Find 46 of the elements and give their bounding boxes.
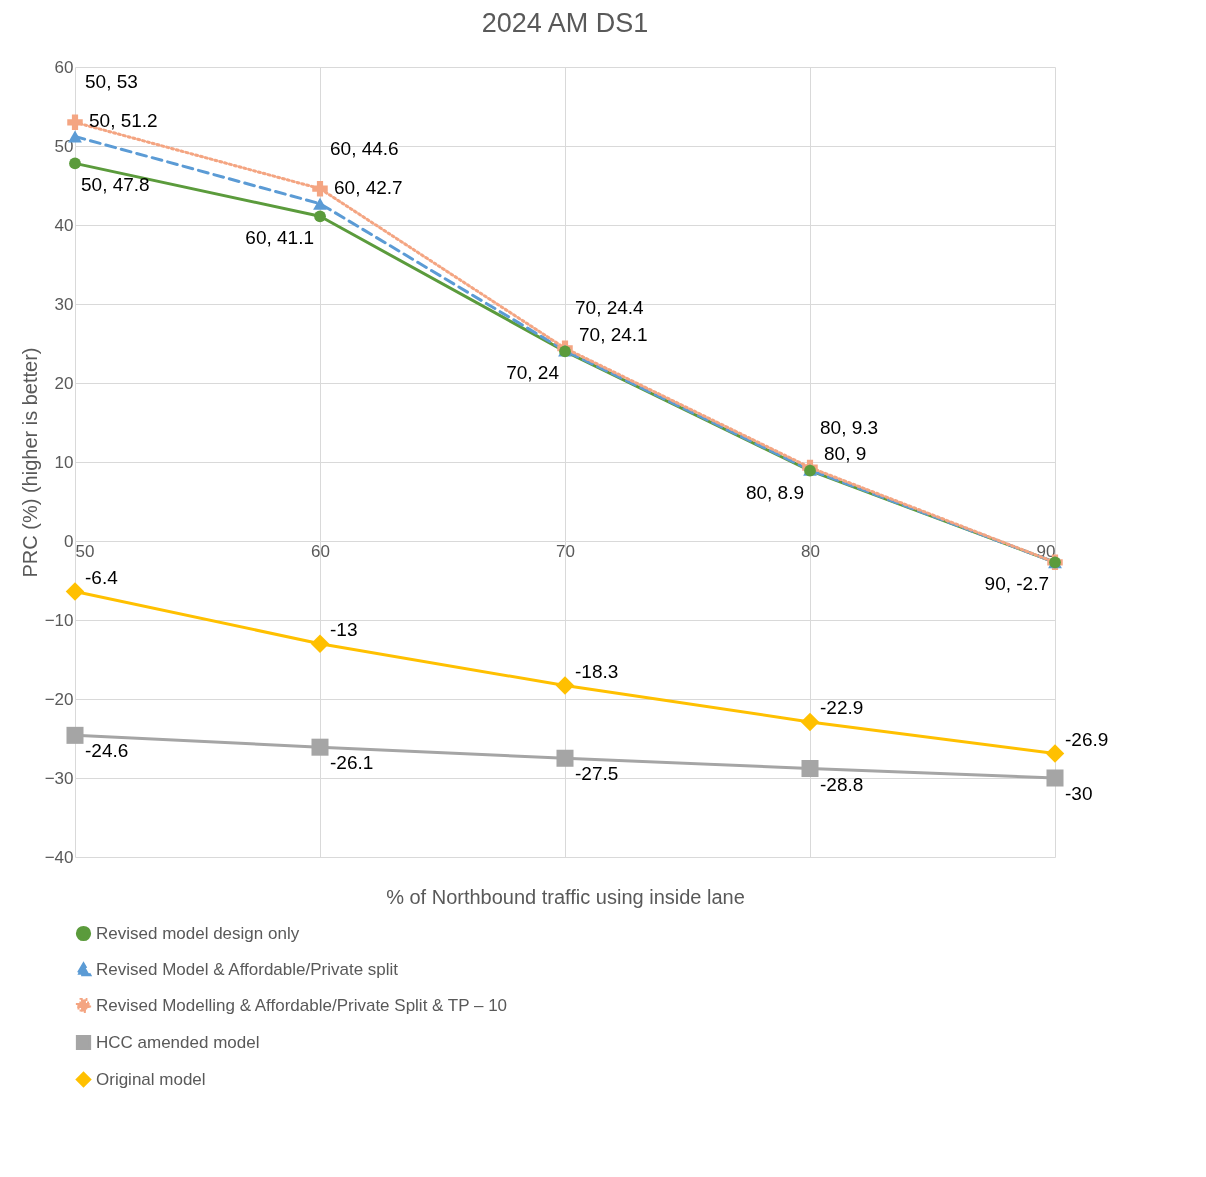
y-tick-label: 0 — [64, 531, 74, 551]
x-axis-title: % of Northbound traffic using inside lane — [386, 885, 745, 908]
data-label: 70, 24 — [506, 362, 560, 384]
y-tick-label: −20 — [44, 689, 74, 709]
data-label: 90, -2.7 — [984, 573, 1049, 595]
y-tick-label: 50 — [54, 136, 74, 156]
y-tick-label: 60 — [54, 57, 74, 77]
data-label: 60, 42.7 — [334, 176, 403, 198]
data-label: -26.9 — [1065, 728, 1109, 750]
chart-title: 2024 AM DS1 — [481, 8, 649, 38]
data-label: -6.4 — [85, 566, 119, 588]
y-tick-label: −40 — [44, 847, 74, 867]
data-label: -24.6 — [85, 740, 129, 762]
data-label: 60, 44.6 — [330, 137, 399, 159]
legend-label: Revised Modelling & Affordable/Private Split & TP – 10 — [96, 995, 508, 1015]
x-tick-label: 60 — [311, 541, 330, 561]
data-label: 50, 47.8 — [81, 174, 150, 196]
data-label: 80, 8.9 — [745, 481, 804, 503]
data-label: -26.1 — [330, 752, 374, 774]
data-label: 70, 24.1 — [579, 323, 648, 345]
y-tick-label: −10 — [44, 610, 74, 630]
data-label: 60, 41.1 — [245, 227, 314, 249]
x-tick-label: 80 — [801, 541, 820, 561]
legend-label: Revised model design only — [96, 923, 300, 943]
data-label: -13 — [330, 618, 358, 640]
y-tick-label: 40 — [54, 215, 74, 235]
data-label: -28.8 — [820, 773, 864, 795]
data-label: -18.3 — [575, 660, 619, 682]
y-axis-title: PRC (%) (higher is better) — [18, 347, 41, 578]
data-label: 50, 51.2 — [89, 109, 158, 131]
data-label: 70, 24.4 — [575, 297, 645, 319]
data-label: -30 — [1065, 783, 1093, 804]
y-tick-label: 30 — [54, 294, 74, 314]
data-label: 80, 9 — [824, 442, 867, 464]
x-tick-label: 50 — [75, 541, 95, 561]
legend-label: HCC amended model — [96, 1032, 260, 1052]
data-label: -22.9 — [820, 696, 864, 718]
y-tick-label: 10 — [54, 452, 74, 472]
data-label: 80, 9.3 — [820, 416, 879, 438]
legend-label: Original model — [96, 1069, 206, 1089]
data-label: -27.5 — [575, 763, 619, 785]
legend-label: Revised Model & Affordable/Private split — [96, 959, 399, 979]
y-tick-label: 20 — [54, 373, 74, 393]
x-tick-label: 70 — [556, 541, 575, 561]
data-label: 50, 53 — [85, 71, 138, 93]
y-tick-label: −30 — [44, 768, 74, 788]
